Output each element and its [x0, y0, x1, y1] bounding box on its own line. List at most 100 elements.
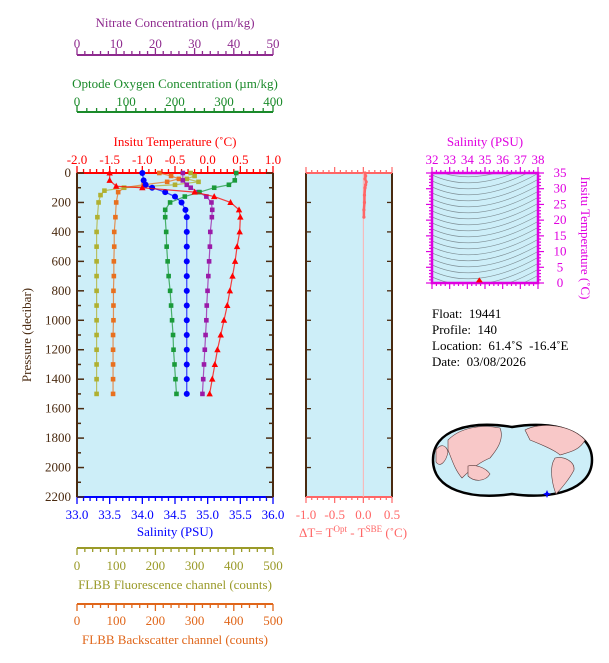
backscatter-data-point — [111, 273, 117, 279]
density-contour — [432, 233, 538, 256]
temperature-data-point — [211, 360, 219, 367]
nitrate-data-point — [206, 259, 212, 264]
salinity-data-point — [183, 332, 190, 338]
temperature-data-point — [236, 228, 243, 235]
delta-t-axis-title: ΔT= TOpt - TSBE (˚C) — [299, 524, 407, 540]
fluorescence-data-point — [94, 303, 99, 308]
temperature-tick-label: -2.0 — [67, 152, 88, 167]
backscatter-data-point — [111, 303, 116, 308]
nitrate-tick-label: 20 — [149, 36, 162, 51]
backscatter-data-point — [111, 317, 116, 323]
pressure-tick-label: 1400 — [45, 371, 71, 386]
backscatter-data-point — [111, 244, 117, 249]
fluorescence-tick-label: 300 — [185, 558, 205, 573]
oxygen-data-point — [232, 178, 238, 183]
delta-t-data-point — [362, 215, 366, 219]
salinity-data-point — [162, 189, 169, 196]
info-float: Float: 19441 — [432, 306, 502, 321]
oxygen-data-point — [211, 185, 217, 191]
nitrate-data-point — [209, 214, 215, 220]
backscatter-data-point — [111, 259, 117, 264]
pressure-tick-label: 1600 — [45, 401, 71, 416]
density-contour — [432, 251, 538, 274]
delta-t-data-point — [362, 208, 366, 212]
temperature-tick-label: -1.5 — [99, 152, 120, 167]
pressure-tick-label: 1200 — [45, 342, 71, 357]
backscatter-data-point — [110, 347, 116, 353]
nitrate-tick-label: 10 — [110, 36, 123, 51]
fluorescence-tick-label: 100 — [106, 558, 126, 573]
nitrate-tick-label: 30 — [188, 36, 201, 51]
temperature-data-point — [231, 257, 239, 264]
fluorescence-data-point — [102, 188, 107, 193]
salinity-data-point — [139, 170, 146, 176]
fluorescence-data-point — [121, 185, 127, 191]
t-s-salinity-tick-label: 36 — [496, 152, 510, 167]
delta-t-tick-label: 0.0 — [355, 507, 371, 522]
temperature-data-point — [214, 346, 221, 353]
fluorescence-axis-title: FLBB Fluorescence channel (counts) — [78, 577, 272, 592]
fluorescence-data-point — [184, 176, 190, 182]
delta-t-tick-label: 0.5 — [384, 507, 400, 522]
nitrate-data-point — [204, 303, 210, 308]
delta-t-data-point — [362, 200, 367, 205]
t-s-temperature-tick-label: 0 — [557, 275, 564, 290]
fluorescence-data-point — [94, 391, 99, 397]
nitrate-data-point — [184, 182, 190, 188]
density-contour — [412, 88, 568, 129]
backscatter-tick-label: 500 — [263, 613, 283, 628]
t-s-temperature-tick-label: 5 — [557, 259, 564, 274]
salinity-data-point — [183, 361, 190, 368]
t-s-plot-area — [432, 173, 538, 283]
map-landmass — [524, 425, 586, 456]
t-s-temperature-tick-label: 30 — [554, 181, 567, 196]
oxygen-tick-label: 100 — [116, 94, 136, 109]
salinity-data-point — [183, 390, 190, 397]
fluorescence-tick-label: 200 — [146, 558, 166, 573]
nitrate-data-point — [209, 207, 215, 213]
pressure-axis-title: Pressure (decibar) — [19, 288, 34, 382]
delta-t-data-point — [362, 193, 367, 197]
temperature-tick-label: 1.0 — [265, 152, 281, 167]
oxygen-data-point — [172, 362, 177, 367]
oxygen-data-point — [197, 189, 202, 195]
temperature-data-point — [227, 198, 234, 205]
nitrate-data-point — [200, 376, 206, 382]
density-contour — [432, 179, 538, 202]
pressure-tick-label: 2000 — [45, 460, 71, 475]
map-landmass — [435, 445, 449, 465]
oxygen-data-point — [162, 207, 168, 213]
info-profile: Profile: 140 — [432, 322, 497, 337]
salinity-data-point — [183, 346, 190, 353]
fluorescence-tick-label: 500 — [263, 558, 283, 573]
nitrate-tick-label: 50 — [267, 36, 280, 51]
fluorescence-data-point — [94, 347, 99, 353]
pressure-tick-label: 400 — [52, 224, 72, 239]
oxygen-tick-label: 0 — [74, 94, 81, 109]
oxygen-axis-title: Optode Oxygen Concentration (µm/kg) — [72, 76, 278, 91]
salinity-data-point — [183, 287, 190, 294]
oxygen-data-point — [166, 273, 171, 279]
temperature-tick-label: -0.5 — [165, 152, 186, 167]
density-contour — [432, 203, 538, 226]
density-contour — [432, 245, 538, 268]
backscatter-data-point — [110, 391, 116, 397]
nitrate-data-point — [207, 229, 213, 235]
nitrate-data-point — [209, 200, 214, 205]
fluorescence-data-point — [94, 288, 99, 294]
fluorescence-data-point — [94, 259, 99, 264]
oxygen-data-point — [174, 391, 179, 397]
oxygen-data-point — [168, 303, 174, 308]
t-s-temperature-tick-label: 20 — [554, 212, 567, 227]
map-landmass — [551, 457, 575, 495]
fluorescence-data-point — [196, 179, 201, 185]
fluorescence-data-point — [192, 173, 197, 179]
temperature-data-point — [106, 169, 113, 176]
delta-t-data-point — [363, 177, 367, 181]
density-contour — [442, 173, 497, 178]
temperature-data-point — [206, 390, 213, 397]
pressure-tick-label: 1800 — [45, 430, 71, 445]
oxygen-data-point — [173, 376, 178, 382]
nitrate-data-point — [206, 273, 211, 279]
